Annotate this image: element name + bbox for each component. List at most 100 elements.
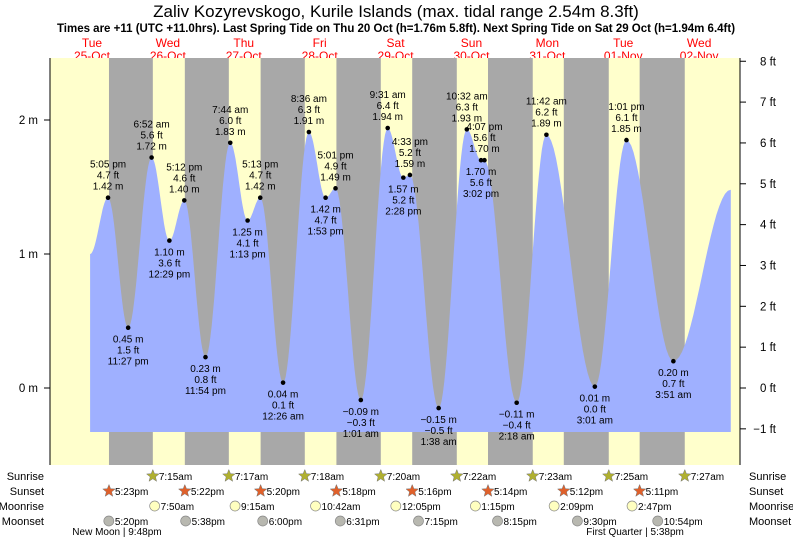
low-tide-point: 0.01 m0.0 ft3:01 am [577, 384, 613, 427]
moonrise-time: 10:42am [322, 502, 361, 513]
tide-label: 5.6 ft [470, 178, 492, 189]
tide-label: 1.59 m [395, 159, 426, 170]
tide-dot [203, 354, 208, 360]
tide-dot [245, 218, 250, 223]
tide-dot [323, 195, 328, 201]
tide-dot [624, 137, 629, 143]
tide-label: 5:05 pm [90, 160, 126, 171]
tide-label: 1.10 m [154, 248, 185, 259]
moonset-time: 6:00pm [269, 517, 302, 528]
high-tide-point: 9:31 am6.4 ft1.94 m [370, 90, 406, 131]
sunrise-icon [373, 468, 388, 482]
tide-label: 1.40 m [169, 184, 200, 195]
tide-label: 1:13 pm [230, 250, 266, 261]
sunrise-time: 7:20am [387, 472, 420, 483]
high-tide-point: 5:12 pm4.6 ft1.40 m [166, 162, 202, 203]
tide-dot [167, 238, 172, 243]
sunset-time: 5:20pm [267, 487, 300, 498]
tide-label: 1.83 m [215, 127, 246, 138]
tide-label: 5.2 ft [399, 148, 421, 159]
left-tick-label: 1 m [19, 249, 38, 261]
tide-label: 0.0 ft [584, 405, 606, 416]
sunrise-time: 7:25am [615, 472, 648, 483]
sunrise-icon [601, 468, 616, 482]
right-tick-label: 0 ft [760, 383, 777, 395]
tide-label: 4.9 ft [324, 161, 346, 172]
sunset-icon [102, 483, 116, 497]
low-tide-point: −0.15 m−0.5 ft1:38 am [420, 405, 457, 448]
sunrise-row-label-right: Sunrise [749, 471, 786, 483]
tide-dot [464, 127, 470, 132]
high-tide-point: 4:33 pm5.2 ft1.59 m [392, 137, 428, 178]
tide-label: −0.3 ft [347, 418, 375, 429]
low-tide-point: 1.25 m4.1 ft1:13 pm [230, 218, 266, 261]
tide-dot [544, 132, 549, 138]
tide-label: 11:27 pm [108, 357, 149, 368]
tide-dot [401, 175, 406, 180]
tide-dot [436, 405, 441, 411]
moonset-row-label-right: Moonset [749, 516, 791, 528]
sunrise-time: 7:23am [539, 472, 572, 483]
high-tide-point: 11:42 am6.2 ft1.89 m [526, 97, 567, 138]
sunrise-icon [297, 468, 312, 482]
tide-dot [149, 155, 154, 160]
high-tide-point: 1:01 pm6.1 ft1.85 m [608, 102, 645, 143]
tide-label: 5:12 pm [166, 162, 202, 173]
tide-label: 11:42 am [526, 97, 567, 108]
day-name: Wed [156, 36, 180, 50]
tide-label: 1:38 am [421, 437, 457, 448]
tide-label: 5.2 ft [392, 196, 414, 207]
tide-label: 5.6 ft [473, 133, 495, 144]
tide-label: 1.94 m [372, 112, 403, 123]
sunset-time: 5:14pm [494, 487, 527, 498]
tide-label: 5.6 ft [140, 131, 162, 142]
tide-label: 6:52 am [134, 120, 170, 131]
tide-label: 1.5 ft [117, 346, 139, 357]
sunset-icon [253, 483, 268, 497]
left-tick-label: 0 m [19, 383, 38, 395]
tide-label: 5:13 pm [242, 160, 278, 171]
tide-label: 6.3 ft [298, 105, 320, 116]
tide-dot [671, 358, 676, 364]
low-tide-point: 0.20 m0.7 ft3:51 am [655, 358, 691, 401]
tide-label: 1.49 m [320, 172, 351, 183]
tide-dot [478, 157, 484, 163]
sunrise-icon [525, 468, 540, 482]
high-tide-point: 5:13 pm4.7 ft1.42 m [242, 160, 278, 201]
tide-label: 12:26 am [262, 412, 304, 423]
tide-label: 1.70 m [469, 144, 500, 155]
right-tick-label: 2 ft [760, 301, 777, 313]
high-tide-point: 5:01 pm4.9 ft1.49 m [317, 150, 354, 191]
tide-label: 0.7 ft [662, 379, 684, 390]
sunset-icon [329, 483, 344, 497]
tide-area [90, 128, 731, 432]
sunrise-time: 7:27am [691, 472, 724, 483]
tide-label: 1:53 pm [308, 227, 344, 238]
tide-label: −0.5 ft [425, 426, 453, 437]
sunrise-row-label: Sunrise [7, 471, 44, 483]
moonrise-time: 1:15pm [481, 502, 514, 513]
right-tick-label: 6 ft [760, 138, 777, 150]
tide-label: 1:01 am [343, 429, 379, 440]
tide-dot [592, 384, 598, 389]
moonset-icon [572, 515, 583, 527]
tide-label: 0.20 m [658, 368, 689, 379]
moonset-icon [334, 515, 346, 527]
tide-label: 4:07 pm [466, 122, 502, 133]
sunrise-icon [449, 468, 464, 482]
moonset-row-label: Moonset [2, 516, 44, 528]
moonrise-icon [626, 500, 638, 512]
moonrise-row-label-right: Moonrise [749, 501, 793, 513]
high-tide-point: 6:52 am5.6 ft1.72 m [134, 120, 170, 160]
tide-dot [257, 195, 263, 201]
tide-label: 1.89 m [531, 119, 562, 130]
tide-dot [358, 397, 364, 403]
moonset-time: 8:15pm [504, 517, 537, 528]
moon-phase-label: First Quarter | 5:38pm [586, 527, 684, 538]
tide-label: 2:28 pm [385, 207, 421, 218]
moonset-icon [413, 515, 424, 527]
tide-dot [181, 198, 187, 203]
